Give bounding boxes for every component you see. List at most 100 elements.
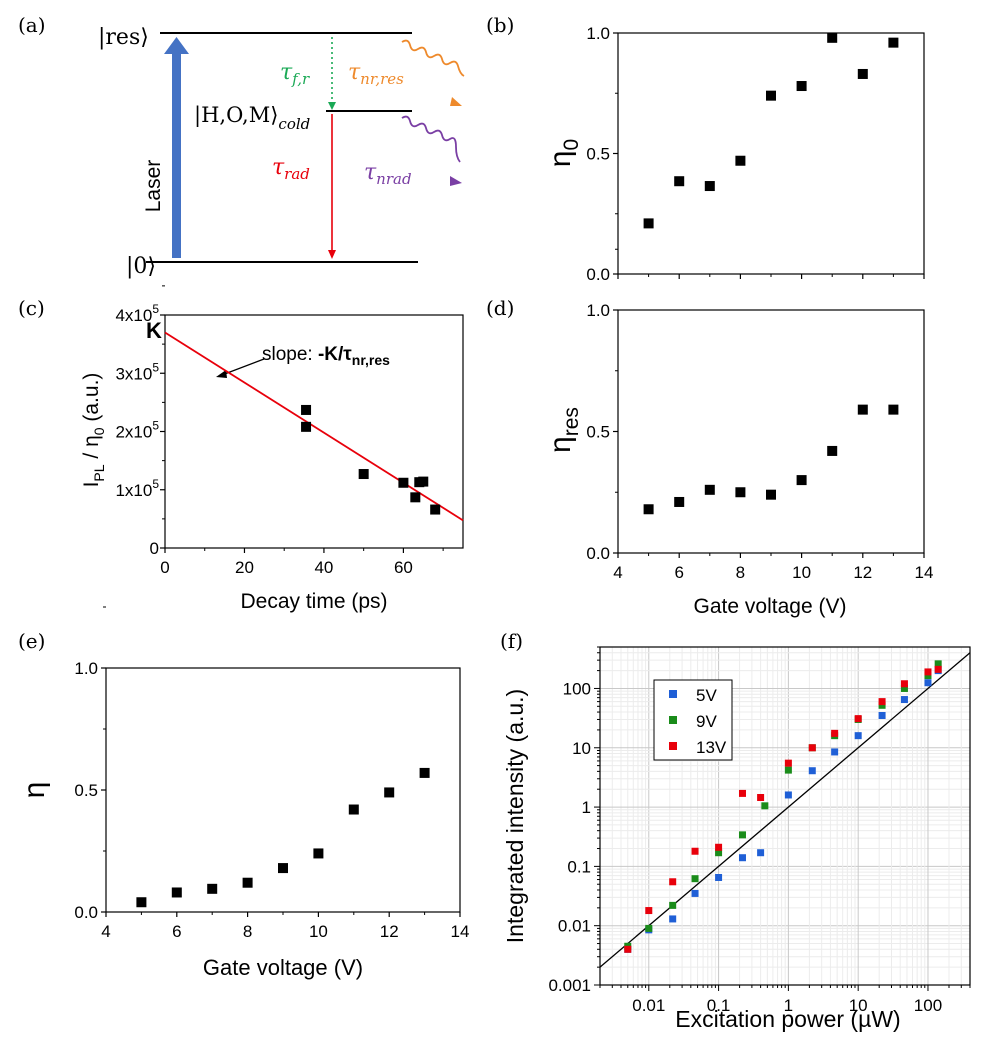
tau-fr-arrow-head xyxy=(328,102,336,110)
data-point-f-5V xyxy=(757,849,765,857)
x-tick-label-e: 14 xyxy=(451,922,470,941)
level-cold-label: |H,O,M⟩cold xyxy=(194,103,310,133)
x-tick-label-d: 6 xyxy=(674,563,683,582)
x-tick-label-e: 8 xyxy=(243,922,252,941)
data-point-f-13V xyxy=(934,665,942,673)
data-point-e xyxy=(384,787,395,798)
tau-nr-res-arrow xyxy=(401,39,465,77)
data-point-c xyxy=(301,421,312,432)
plot-frame-b xyxy=(617,32,925,275)
tau-rad-label: τrad xyxy=(272,155,310,183)
data-point-f-5V xyxy=(808,767,816,775)
y-tick-label-b: 0.5 xyxy=(586,145,610,164)
data-point-f-5V xyxy=(924,679,932,687)
data-point-f-9V xyxy=(738,831,746,839)
x-tick-label-d: 10 xyxy=(792,563,811,582)
x-axis-label-c: Decay time (ps) xyxy=(240,590,387,613)
data-point-f-13V xyxy=(878,698,886,706)
data-point-f-13V xyxy=(854,715,862,723)
data-point-f-13V xyxy=(924,668,932,676)
y-axis-label-b: η0 xyxy=(544,139,583,167)
y-axis-label-e: η xyxy=(18,782,51,799)
data-point-b xyxy=(674,176,685,187)
data-point-e xyxy=(313,848,324,859)
data-point-f-5V xyxy=(878,711,886,719)
panel-label-f: (f) xyxy=(500,629,523,653)
x-tick-label-d: 8 xyxy=(736,563,745,582)
x-tick-label-f: 10 xyxy=(849,996,868,1015)
data-point-f-13V xyxy=(784,759,792,767)
data-point-f-5V xyxy=(831,748,839,756)
level-res-label: |res⟩ xyxy=(98,25,149,50)
data-point-f-13V xyxy=(900,680,908,688)
tau-nrad-label: τnrad xyxy=(364,160,412,188)
x-tick-label-e: 6 xyxy=(172,922,181,941)
data-point-f-5V xyxy=(691,889,699,897)
y-tick-label-f: 1 xyxy=(582,798,591,817)
data-point-f-5V xyxy=(854,732,862,740)
data-point-d xyxy=(643,504,654,515)
data-point-f-9V xyxy=(900,684,908,692)
data-point-f-13V xyxy=(831,729,839,737)
y-tick-label-f: 100 xyxy=(563,679,591,698)
panel-label-b: (b) xyxy=(486,13,514,37)
panel-label-c: (c) xyxy=(18,296,45,320)
data-point-f-9V xyxy=(691,875,699,883)
data-point-b xyxy=(766,90,776,101)
plot-frame-d xyxy=(617,309,925,554)
data-point-f-5V xyxy=(784,791,792,799)
data-point-f-13V xyxy=(645,907,653,915)
data-point-d xyxy=(827,445,838,456)
fit-line-c xyxy=(164,331,464,522)
y-axis-label-c: IPL / η0 (a.u.) xyxy=(80,373,107,488)
y-tick-label-f: 0.001 xyxy=(548,976,591,995)
data-point-f-5V xyxy=(669,915,677,923)
data-point-d xyxy=(704,484,715,495)
data-point-f-9V xyxy=(645,924,653,932)
x-tick-label-f: 0.1 xyxy=(707,996,731,1015)
y-tick-label-d: 0.0 xyxy=(586,544,610,563)
data-point-e xyxy=(207,883,218,894)
y-axis-label-d: ηres xyxy=(544,407,583,453)
data-point-f-9V xyxy=(669,901,677,909)
x-tick-label-e: 10 xyxy=(309,922,328,941)
slope-annotation: slope: -K/τnr,res xyxy=(262,344,390,368)
data-point-f-9V xyxy=(924,672,932,680)
data-point-e xyxy=(419,767,430,778)
y-tick-label-d: 0.5 xyxy=(586,423,610,442)
x-tick-label-f: 0.01 xyxy=(632,996,665,1015)
x-axis-label-f: Excitation power (µW) xyxy=(675,1006,900,1032)
y-tick-label-e: 1.0 xyxy=(74,659,98,678)
panel-b-chart: (b) η0 xyxy=(486,13,925,275)
y-tick-label-d: 1.0 xyxy=(586,301,610,320)
x-tick-label-c: 0 xyxy=(160,558,169,577)
y-axis-label-f: Integrated intensity (a.u.) xyxy=(502,689,528,943)
legend-label-9V: 9V xyxy=(696,712,717,731)
data-point-c xyxy=(418,476,429,487)
data-point-f-9V xyxy=(878,701,886,709)
data-point-b xyxy=(796,81,807,92)
x-tick-label-f: 1 xyxy=(784,996,793,1015)
y-tick-label-b: 1.0 xyxy=(586,24,610,43)
x-axis-label-e: Gate voltage (V) xyxy=(203,955,363,980)
x-tick-label-d: 14 xyxy=(915,563,934,582)
x-tick-label-c: 40 xyxy=(314,558,333,577)
y-tick-label-c: 1x105 xyxy=(115,477,159,500)
data-point-f-9V xyxy=(934,660,942,668)
data-point-d xyxy=(796,475,807,486)
tau-nrad-arrow xyxy=(401,115,461,163)
y-tick-label-b: 0.0 xyxy=(586,265,610,284)
chart-marks: 0.0 0.5 1.0 0 1x105 2x105 3x105 4x105 0 20 40 60 0.0… xyxy=(74,24,971,1015)
data-point-e xyxy=(348,804,359,815)
data-point-e xyxy=(242,877,253,888)
laser-arrow-head xyxy=(164,37,189,54)
data-point-b xyxy=(643,218,654,229)
legend-marker-13V xyxy=(669,742,677,750)
data-point-c xyxy=(430,504,441,515)
data-point-f-13V xyxy=(808,744,816,752)
x-tick-label-c: 60 xyxy=(394,558,413,577)
laser-arrow-shaft xyxy=(172,52,181,258)
y-tick-label-c: 2x105 xyxy=(115,419,159,442)
data-point-f-5V xyxy=(900,696,908,704)
